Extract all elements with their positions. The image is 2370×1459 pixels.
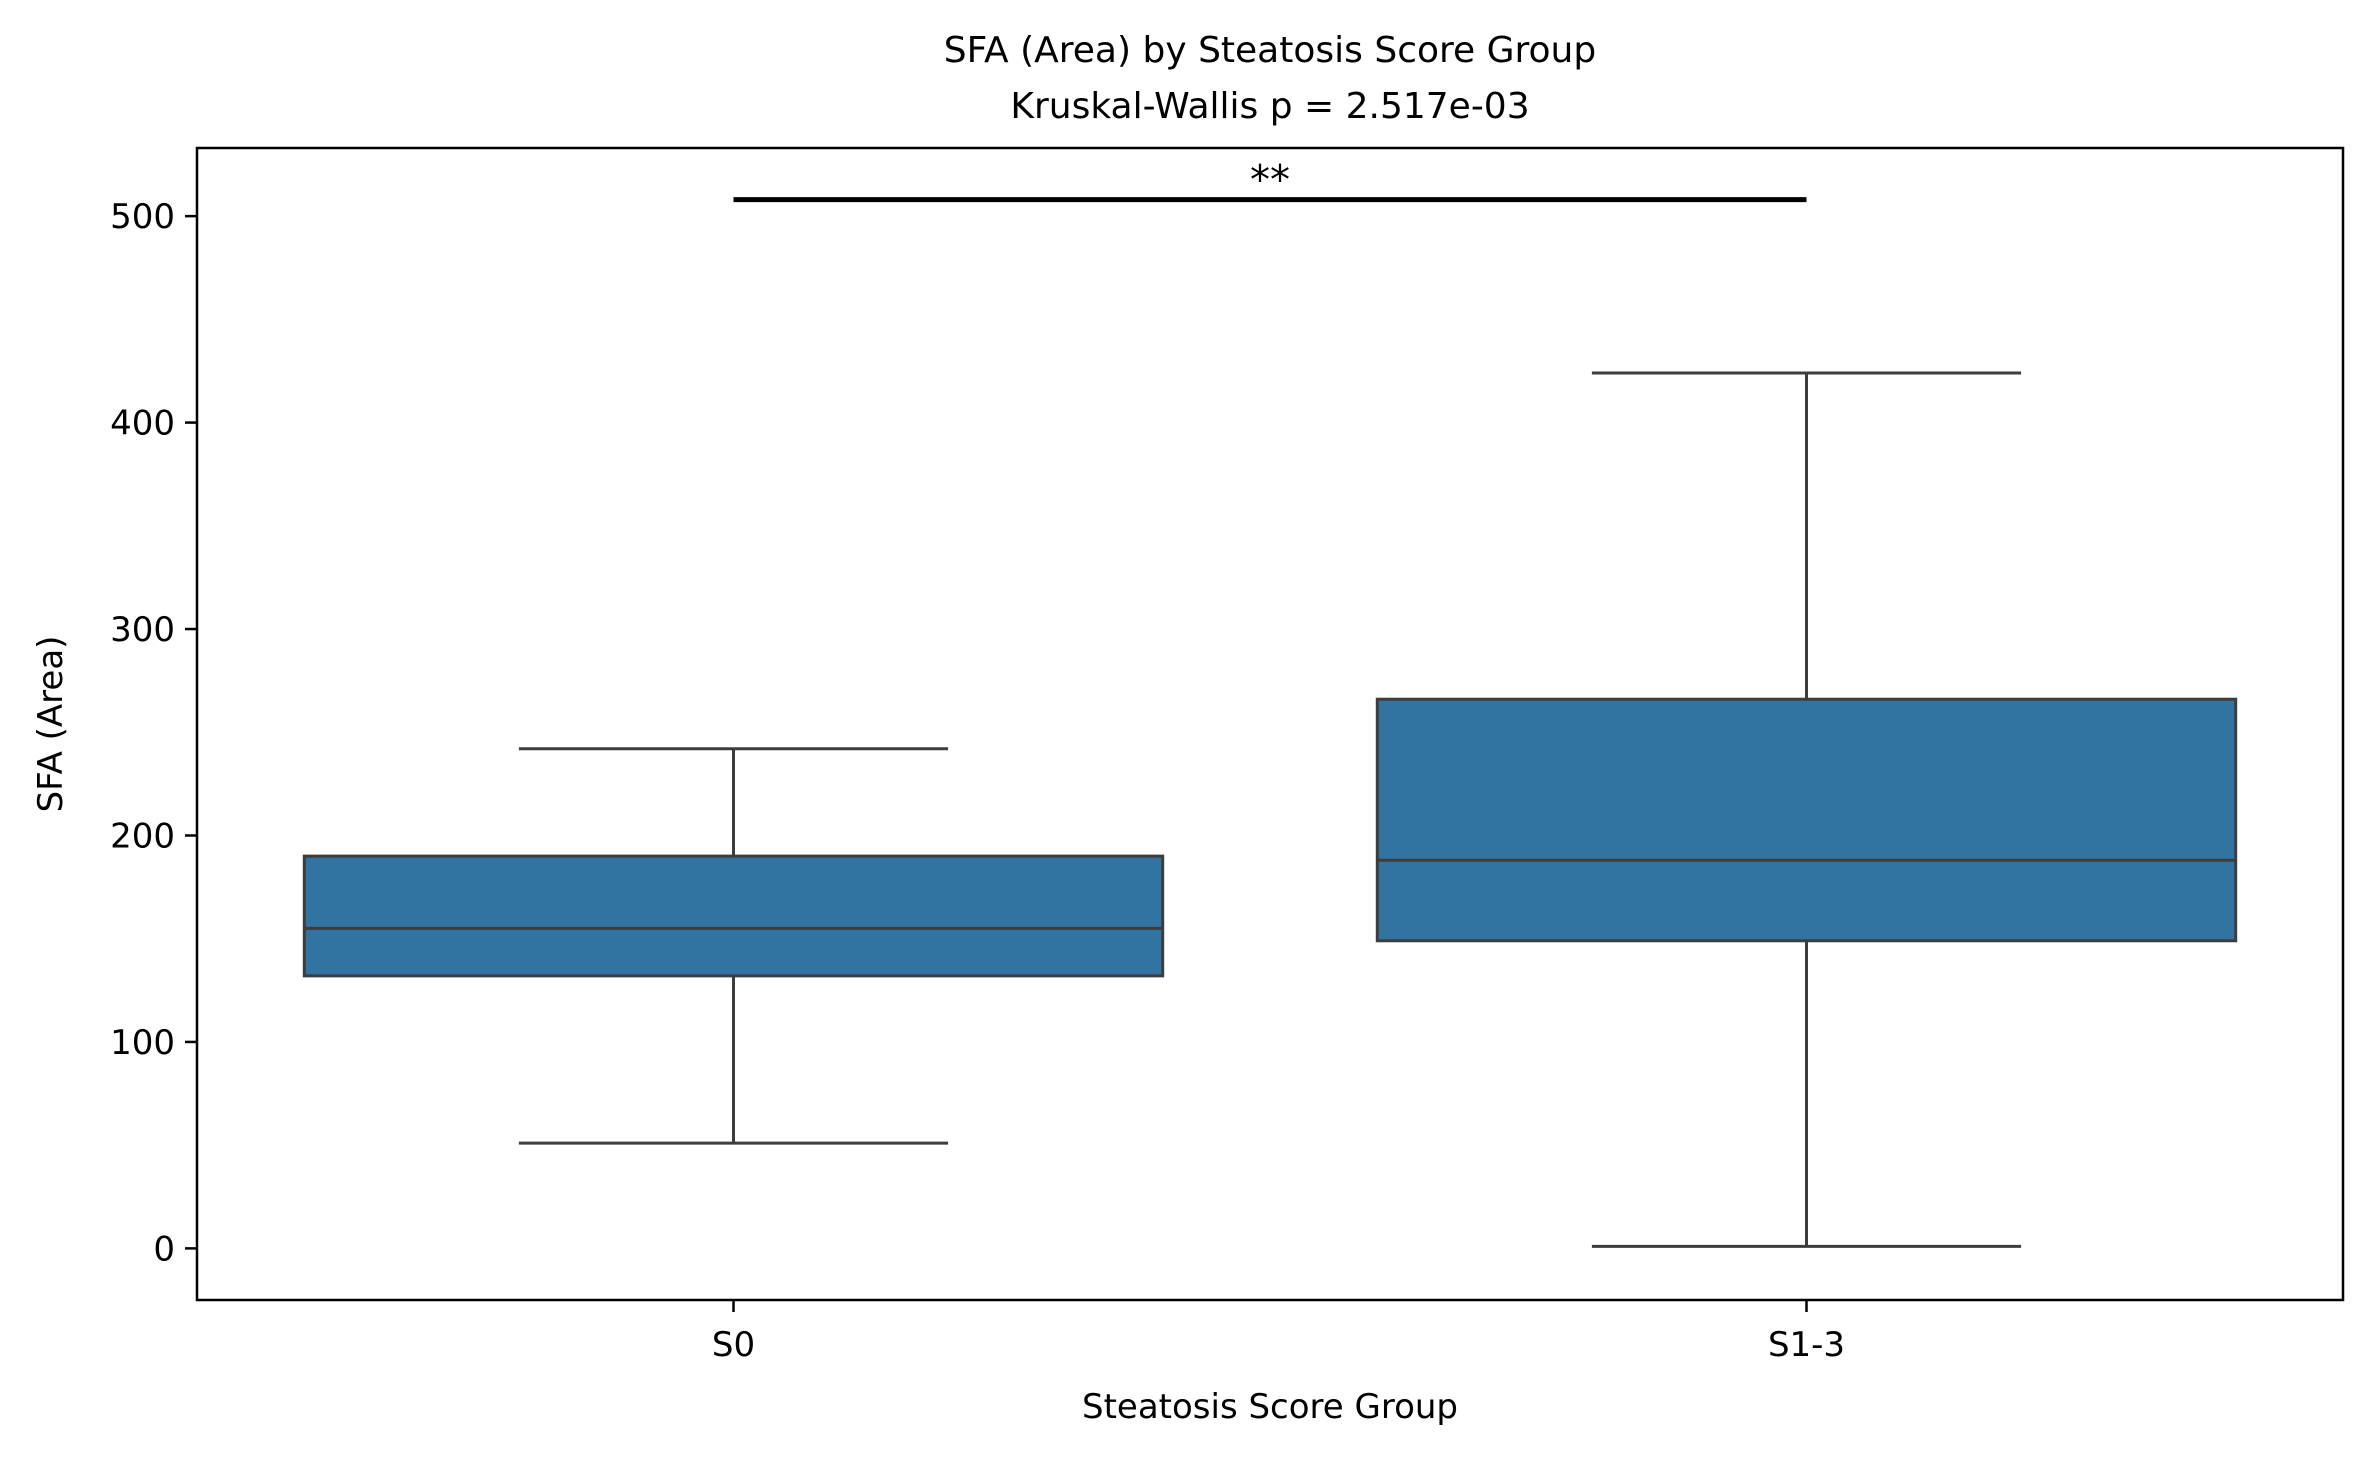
x-axis-label: Steatosis Score Group [1082, 1387, 1458, 1427]
y-tick-label: 200 [110, 816, 175, 856]
y-tick-label: 300 [110, 610, 175, 650]
x-tick-label: S1-3 [1768, 1325, 1845, 1365]
y-tick-label: 100 [110, 1023, 175, 1063]
y-axis-label: SFA (Area) [31, 636, 71, 813]
y-tick-label: 0 [153, 1229, 175, 1269]
chart-subtitle: Kruskal-Wallis p = 2.517e-03 [1010, 86, 1529, 127]
significance-label: ** [1250, 158, 1290, 204]
box-S1-3 [1375, 697, 2238, 943]
plot-area: 0 100 200 300 400 500 S0 S1-3 ** [110, 158, 2238, 1365]
axes-frame [195, 146, 2345, 1302]
box-S0 [302, 854, 1165, 978]
chart-title: SFA (Area) by Steatosis Score Group [944, 30, 1596, 71]
y-tick-label: 500 [110, 197, 175, 237]
x-tick-label: S0 [712, 1325, 755, 1365]
y-tick-label: 400 [110, 404, 175, 444]
